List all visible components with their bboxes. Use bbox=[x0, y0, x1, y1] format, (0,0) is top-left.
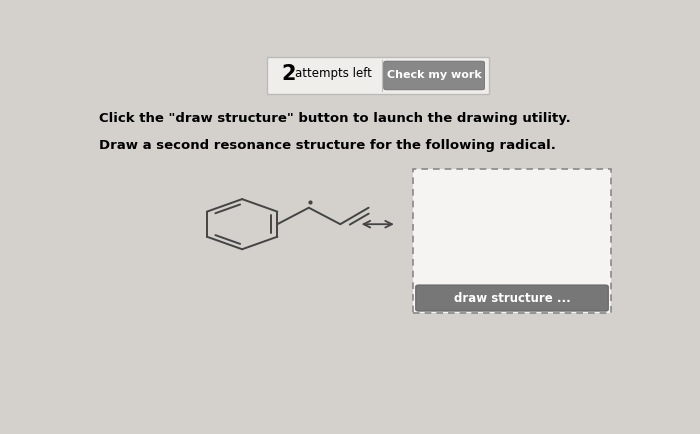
Text: draw structure ...: draw structure ... bbox=[454, 292, 570, 305]
Text: attempts left: attempts left bbox=[295, 67, 372, 80]
Bar bbox=[413, 169, 611, 313]
FancyBboxPatch shape bbox=[384, 61, 484, 90]
Bar bbox=[413, 169, 611, 313]
Text: Check my work: Check my work bbox=[387, 70, 482, 80]
FancyBboxPatch shape bbox=[416, 285, 608, 311]
FancyBboxPatch shape bbox=[267, 57, 489, 94]
Text: 2: 2 bbox=[281, 64, 295, 84]
Text: Draw a second resonance structure for the following radical.: Draw a second resonance structure for th… bbox=[99, 139, 556, 152]
Text: Click the "draw structure" button to launch the drawing utility.: Click the "draw structure" button to lau… bbox=[99, 112, 571, 125]
